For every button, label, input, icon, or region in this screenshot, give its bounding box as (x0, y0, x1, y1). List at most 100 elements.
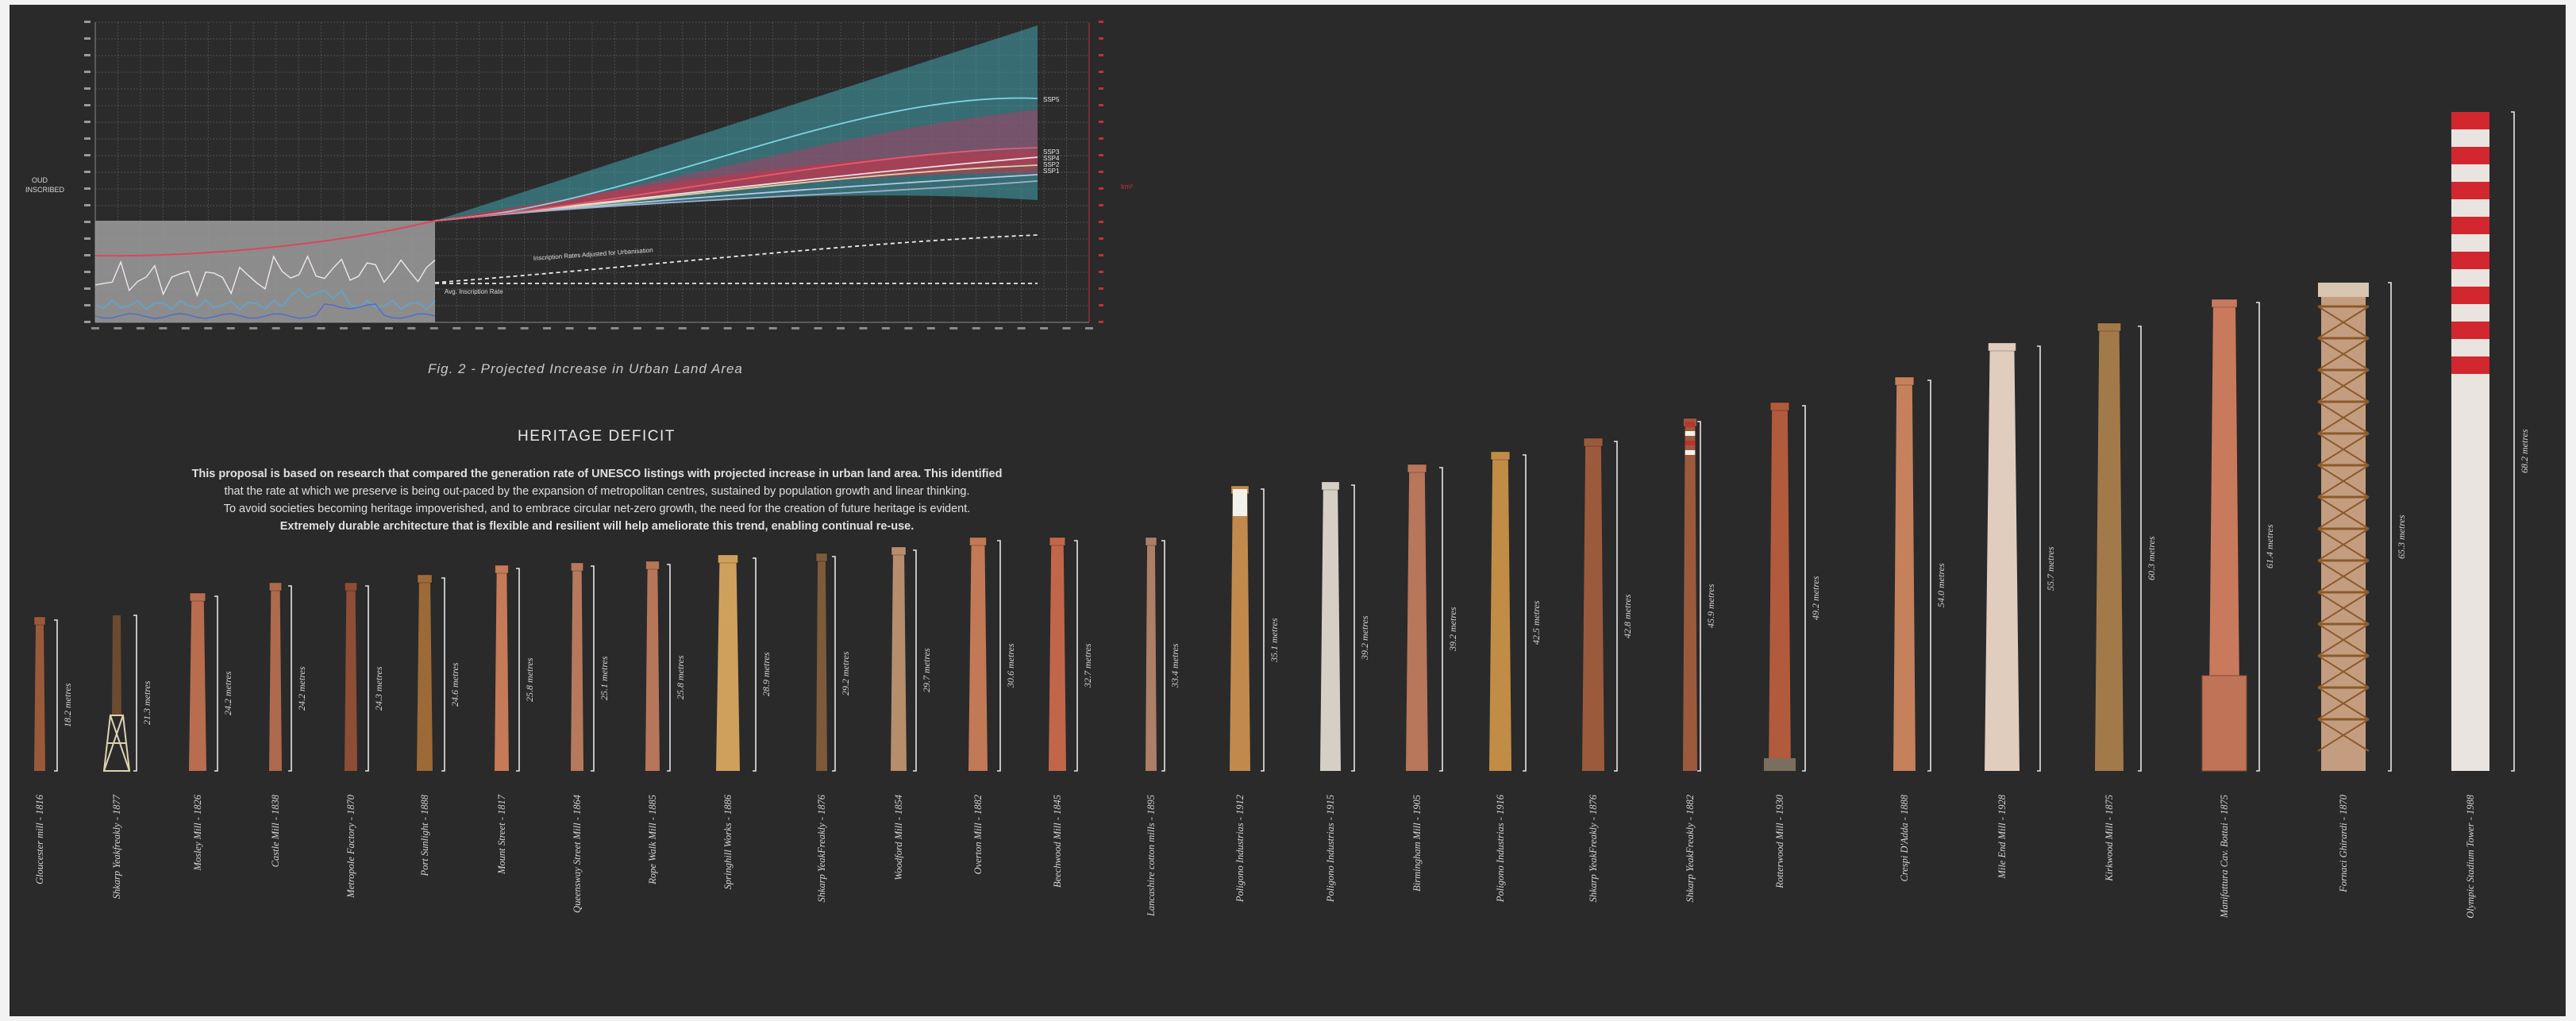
chimney-name-label: Mile End Mill - 1928 (1996, 795, 2008, 879)
scenario-label: SSP5 (1043, 96, 1060, 103)
chimney-name-label: Rotterwood Mill - 1930 (1774, 795, 1785, 888)
chimney-height-label: 42.5 metres (1531, 600, 1542, 645)
y-tick-mark (84, 154, 90, 156)
chimney-height-label: 61.4 metres (2264, 524, 2275, 568)
chimney-height-label: 32.7 metres (1082, 643, 1093, 688)
y-tick-mark (84, 121, 90, 123)
y-tick-mark (84, 237, 90, 240)
right-tick-mark (1099, 221, 1103, 223)
right-tick-mark (1099, 21, 1103, 23)
chimney-height-label: 25.1 metres (599, 656, 610, 700)
chimney-name-label: Manifattura Cav. Bottai - 1875 (2219, 795, 2230, 918)
right-tick-mark (1099, 121, 1103, 123)
x-tick-mark (859, 327, 868, 329)
inscriptions-series (94, 255, 436, 298)
chimney-height-label: 39.2 metres (1359, 615, 1370, 660)
x-tick-mark (633, 327, 641, 329)
chimney-height-label: 24.3 metres (373, 665, 384, 711)
x-tick-mark (588, 327, 596, 329)
chimney-height-label: 60.3 metres (2146, 536, 2157, 580)
x-tick-mark (271, 327, 280, 329)
x-tick-mark (340, 327, 348, 329)
chimney-height-label: 55.7 metres (2045, 545, 2056, 591)
right-tick-mark (1099, 104, 1103, 106)
chimney-height-label: 42.8 metres (1622, 593, 1633, 638)
x-tick-mark (520, 327, 529, 329)
annotation-lower: Avg. Inscription Rate (445, 288, 503, 295)
right-tick-mark (1099, 321, 1103, 323)
y-tick-mark (84, 287, 90, 290)
right-tick-mark (1099, 254, 1103, 256)
chimney-name-label: Overton Mill - 1882 (972, 795, 984, 875)
y-tick-mark (84, 104, 90, 106)
paragraph-line-1: This proposal is based on research that … (191, 468, 1003, 480)
x-tick-mark (1062, 327, 1071, 329)
x-tick-mark (181, 327, 190, 329)
right-tick-mark (1099, 204, 1103, 206)
x-tick-mark (407, 327, 416, 329)
chimney-name-label: Shkarp YeakFreakly - 1876 (816, 795, 827, 903)
figure-caption: Fig. 2 - Projected Increase in Urban Lan… (428, 361, 743, 376)
chimney-name-label: Poligono Industrias - 1912 (1234, 795, 1246, 903)
x-tick-mark (295, 327, 303, 329)
y-tick-mark (84, 221, 90, 223)
y-tick-mark (84, 37, 90, 40)
chimney-name-label: Metropole Factory - 1870 (345, 795, 356, 898)
right-tick-mark (1099, 237, 1103, 240)
right-tick-mark (1099, 171, 1103, 173)
y-tick-mark (84, 304, 90, 306)
chimney-height-label: 24.2 metres (296, 665, 307, 711)
right-tick-mark (1099, 187, 1103, 190)
y-tick-mark (84, 21, 90, 23)
chimney-height-label: 29.7 metres (921, 648, 932, 692)
historic-period-box (95, 221, 435, 322)
chimney-height-label: 21.3 metres (141, 680, 152, 725)
right-tick-mark (1099, 137, 1103, 140)
chimney-height-label: 45.9 metres (1705, 584, 1716, 628)
scenario-label: SSP1 (1043, 168, 1060, 175)
x-tick-mark (362, 327, 371, 329)
ssp-range-magenta (435, 110, 1038, 221)
chimney-name-label: Poligono Industrias - 1916 (1495, 795, 1506, 903)
x-tick-mark (723, 327, 732, 329)
scenario-label: SSP4 (1043, 155, 1060, 162)
y-tick-mark (84, 87, 90, 90)
ssp1-line (434, 180, 1038, 222)
x-tick-mark (1017, 327, 1026, 329)
chimney-height-label: 30.6 metres (1005, 643, 1016, 688)
section-heading: HERITAGE DEFICIT (518, 428, 676, 445)
chimney-height-label: 54.0 metres (1935, 563, 1946, 607)
y-tick-mark (84, 171, 90, 173)
right-axis-label: km² (1121, 183, 1133, 191)
chimney-height-label: 49.2 metres (1810, 576, 1821, 620)
tertiary-series (94, 303, 436, 319)
y-tick-mark (84, 254, 90, 256)
y-tick-mark (84, 204, 90, 206)
x-tick-mark (814, 327, 822, 329)
chimney-height-label: 18.2 metres (62, 683, 73, 727)
chimney-name-label: Port Sunlight - 1888 (419, 795, 430, 877)
chimney-name-label: Woodford Mill - 1854 (893, 795, 904, 880)
chimney-name-label: Beechwood Mill - 1845 (1052, 795, 1063, 888)
paragraph-line-4: Extremely durable architecture that is f… (279, 520, 914, 533)
adjusted-projection-line (434, 234, 1038, 283)
x-tick-mark (475, 327, 483, 329)
urban-mean-line (434, 147, 1038, 222)
x-tick-mark (837, 327, 845, 329)
x-tick-mark (881, 327, 890, 329)
x-tick-mark (610, 327, 619, 329)
chimney-height-label: 28.9 metres (760, 652, 772, 696)
x-tick-mark (317, 327, 325, 329)
chimney-name-label: Castle Mill - 1838 (270, 795, 281, 868)
y-axis-label: OUD (32, 176, 48, 184)
chimney-height-label: 24.6 metres (449, 661, 460, 707)
chimney-name-label: Fornaci Ghirardi - 1870 (2338, 795, 2349, 892)
x-tick-mark (1040, 327, 1049, 329)
right-tick-mark (1099, 71, 1103, 73)
chimney-name-label: Olympic Stadium Tower - 1988 (2465, 795, 2476, 919)
x-tick-mark (159, 327, 167, 329)
right-tick-mark (1099, 287, 1103, 290)
poster-board: OUD INSCRIBED km² Inscription Rates Adjuste… (10, 5, 2566, 1016)
x-tick-mark (949, 327, 958, 329)
